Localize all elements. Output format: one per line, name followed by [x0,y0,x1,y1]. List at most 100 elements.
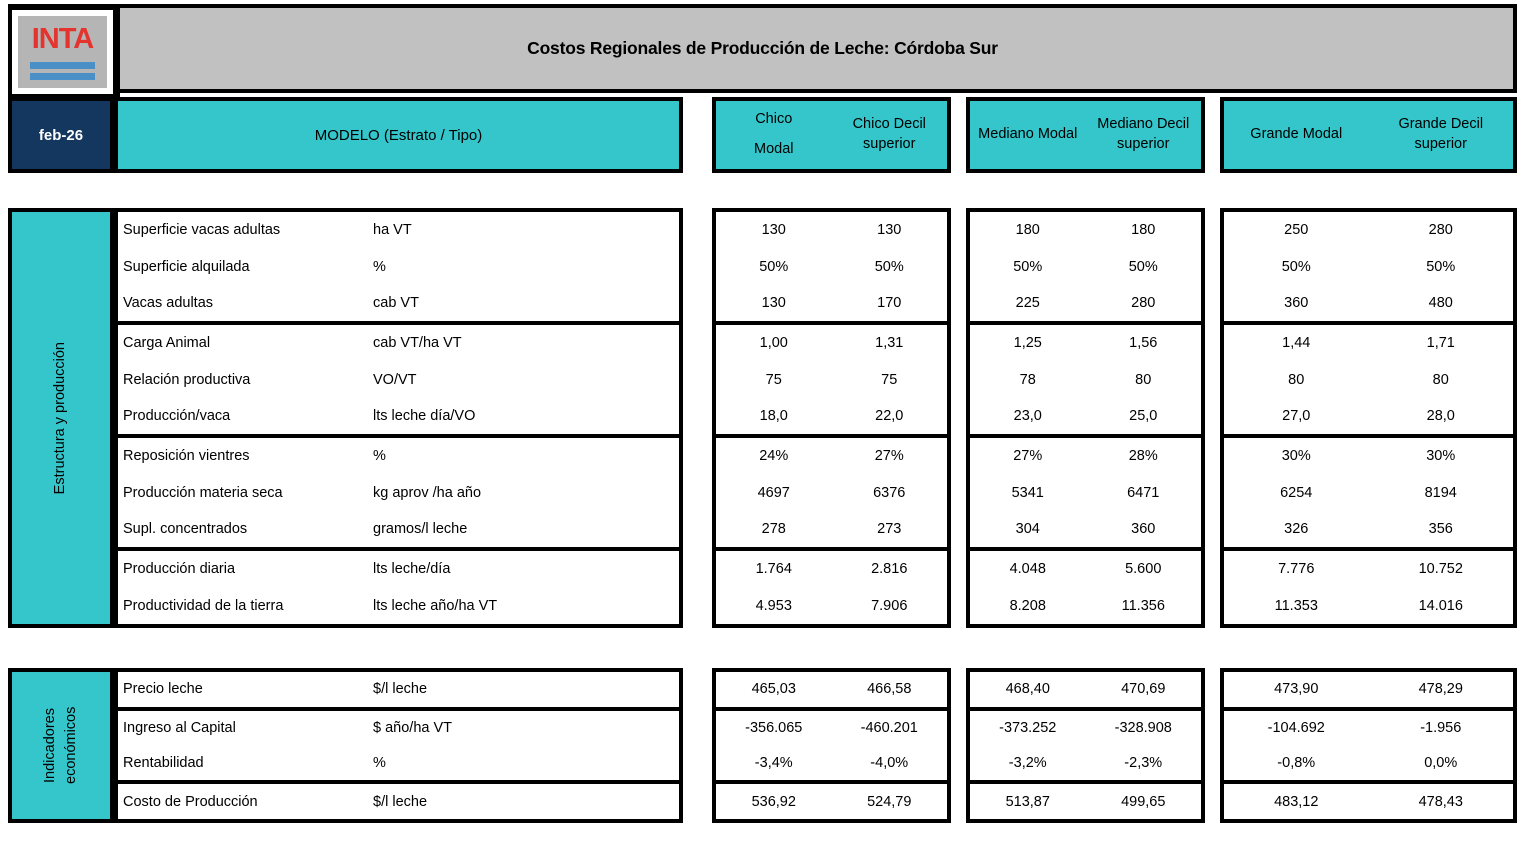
table-row: 6254 8194 [1224,475,1513,511]
value-row-group: 473,90 478,29 [1224,672,1513,711]
value-cell: -104.692 [1267,720,1325,737]
table-row: Producción/vaca lts leche día/VO [118,398,679,434]
value-cell: -2,3% [1124,754,1163,771]
group-header-mediano: Mediano Modal Mediano Decil superior [966,97,1205,173]
value-cell: 27,0 [1282,407,1311,424]
table-row: 50% 50% [716,248,947,284]
value-cell: 273 [877,521,902,538]
table-row: 4697 6376 [716,475,947,511]
value-cell: 250 [1284,222,1309,239]
column-header-text: Mediano Decil superior [1097,116,1190,152]
value-cell: 50% [1128,258,1158,275]
value-cell: 1,00 [759,335,788,352]
table-row: 8.208 11.356 [970,588,1201,624]
date-text: feb-26 [38,126,84,144]
value-cell: 27% [1013,448,1043,465]
row-label: Rentabilidad [123,754,204,771]
value-column-chico: 465,03 466,58 -356.065 -460.201 -3,4% -4,0% 53… [712,668,951,823]
table-row: Producción materia seca kg aprov /ha año [118,475,679,511]
label-row-group: Costo de Producción $/l leche [118,784,679,819]
value-row-group: -356.065 -460.201 -3,4% -4,0% [716,711,947,785]
inta-logo-text: INTA [31,22,95,55]
value-cell: 356 [1428,521,1453,538]
value-cell: 180 [1131,222,1156,239]
value-cell: 11.356 [1121,597,1165,614]
value-cell: -460.201 [860,720,918,737]
value-cell: 478,43 [1418,793,1463,810]
table-row: -0,8% 0,0% [1224,746,1513,781]
row-unit: VO/VT [373,371,417,388]
value-row-group: 513,87 499,65 [970,784,1201,819]
column-header: Mediano Decil superior [1086,101,1202,169]
column-header: Chico Decil superior [832,101,948,169]
value-row-group: 483,12 478,43 [1224,784,1513,819]
value-cell: 23,0 [1013,407,1042,424]
section-sidebar-label: Indicadores económicos [41,706,79,785]
row-label: Producción diaria [123,561,236,578]
value-cell: 80 [1432,371,1449,388]
table-row: 278 273 [716,511,947,547]
value-cell: -1.956 [1420,720,1462,737]
value-cell: 499,65 [1121,793,1166,810]
value-cell: 5341 [1011,484,1044,501]
value-cell: 180 [1015,222,1040,239]
value-row-group: 1.764 2.816 4.953 7.906 [716,551,947,624]
value-cell: 1,44 [1282,335,1311,352]
value-row-group: 250 280 50% 50% 360 480 [1224,212,1513,326]
date-badge: feb-26 [8,97,114,173]
row-label: Carga Animal [123,335,211,352]
value-cell: 18,0 [759,407,788,424]
table-row: 225 280 [970,285,1201,321]
table-row: Relación productiva VO/VT [118,361,679,397]
value-cell: 225 [1015,294,1040,311]
column-header: Chico Modal [716,101,832,169]
label-column: Superficie vacas adultas ha VT Superficie … [114,208,683,628]
value-cell: 6376 [873,484,906,501]
section-indicadores-economicos: Indicadores económicos Precio leche $/l l… [0,668,1530,823]
value-cell: -4,0% [870,754,909,771]
value-cell: 468,40 [1005,681,1050,698]
value-cell: 80 [1288,371,1305,388]
row-label: Superficie vacas adultas [123,222,281,239]
value-column-mediano: 180 180 50% 50% 225 280 1,25 1,56 78 80 23,0 25,0 27… [966,208,1205,628]
column-header-text: Chico Decil superior [852,116,926,152]
table-row: Rentabilidad% [118,746,679,781]
value-cell: 465,03 [751,681,796,698]
row-unit: ha VT [373,222,412,239]
value-cell: 75 [765,371,782,388]
row-unit: % [373,258,386,275]
value-cell: 10.752 [1418,561,1463,578]
label-column: Precio leche $/l leche Ingreso al Capital $… [114,668,683,823]
row-unit: $ año/ha VT [373,720,452,737]
group-header-chico: Chico Modal Chico Decil superior [712,97,951,173]
value-cell: 11.353 [1274,597,1318,614]
value-cell: 524,79 [867,793,912,810]
title-bar: Costos Regionales de Producción de Leche… [8,4,1517,93]
value-cell: 360 [1284,294,1309,311]
row-unit: cab VT [373,294,419,311]
value-cell: -3,4% [754,754,793,771]
value-cell: 130 [761,222,786,239]
label-row-group: Ingreso al Capital $ año/ha VT Rentabilida… [118,711,679,785]
table-row: 11.353 14.016 [1224,588,1513,624]
table-row: 24% 27% [716,438,947,474]
table-row: 50% 50% [1224,248,1513,284]
table-row: 473,90 478,29 [1224,672,1513,707]
value-cell: 130 [761,294,786,311]
section-estructura-y-produccion: Estructura y producción Superficie vacas… [0,208,1530,628]
logo-stripe-icon [29,61,96,69]
value-cell: 304 [1015,521,1040,538]
column-header: Grande Decil superior [1369,101,1514,169]
row-unit: gramos/l leche [373,521,468,538]
row-label: Precio leche [123,681,203,698]
value-row-group: 536,92 524,79 [716,784,947,819]
table-row: 483,12 478,43 [1224,784,1513,819]
value-cell: 1.764 [755,561,792,578]
table-row: 360 480 [1224,285,1513,321]
value-cell: 50% [1281,258,1311,275]
table-row: 465,03 466,58 [716,672,947,707]
column-header-text: Mediano Modal [978,126,1078,143]
value-row-group: 130 130 50% 50% 130 170 [716,212,947,326]
table-row: Reposición vientres% [118,438,679,474]
value-cell: -0,8% [1277,754,1316,771]
